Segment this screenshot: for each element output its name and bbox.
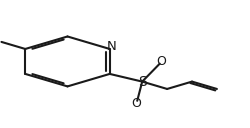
Text: N: N — [107, 40, 117, 53]
Text: S: S — [138, 75, 146, 89]
Text: O: O — [132, 97, 141, 110]
Text: O: O — [156, 55, 166, 68]
